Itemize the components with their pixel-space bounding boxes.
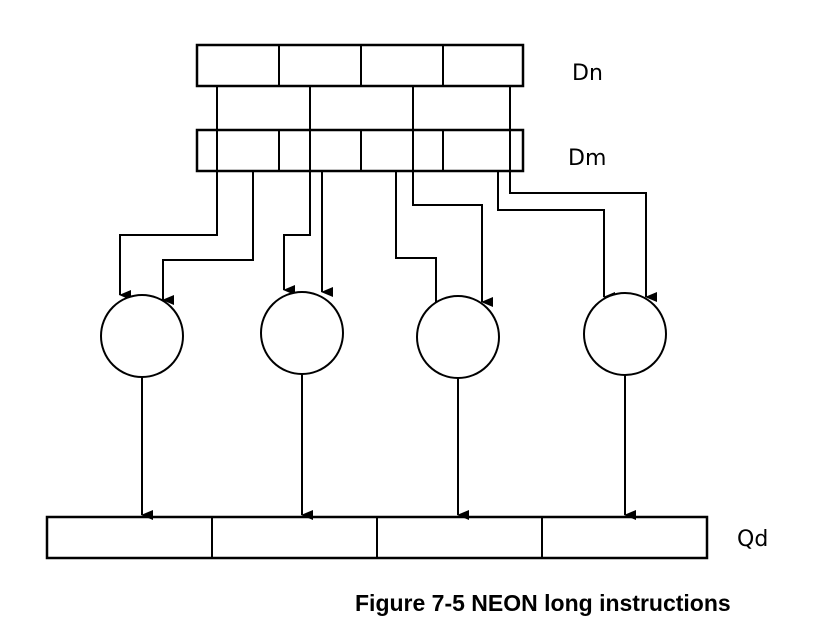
dn-lane3-to-op3 xyxy=(509,86,657,302)
qd-label: Qd xyxy=(737,527,768,552)
dm-lane0-to-op0 xyxy=(162,171,254,305)
dm-register xyxy=(195,128,525,173)
dn-lane0-to-op0 xyxy=(119,86,218,300)
dn-lane2-to-op2 xyxy=(412,86,493,307)
op-circle-0 xyxy=(100,294,184,378)
op-circle-1 xyxy=(260,291,344,375)
op-circle-2 xyxy=(416,295,500,379)
dn-lane1-to-op1 xyxy=(283,86,311,295)
dn-register xyxy=(195,43,525,88)
operation-units xyxy=(100,291,667,379)
input-connectors xyxy=(119,86,657,307)
qd-register xyxy=(45,515,709,560)
figure-caption: Figure 7-5 NEON long instructions xyxy=(355,590,731,616)
output-connectors xyxy=(141,374,636,520)
op-circle-3 xyxy=(583,292,667,376)
dm-lane3-to-op3 xyxy=(497,171,615,302)
dm-label: Dm xyxy=(568,146,606,171)
dm-lane2-to-op2 xyxy=(395,171,447,307)
dn-label: Dn xyxy=(572,61,603,86)
